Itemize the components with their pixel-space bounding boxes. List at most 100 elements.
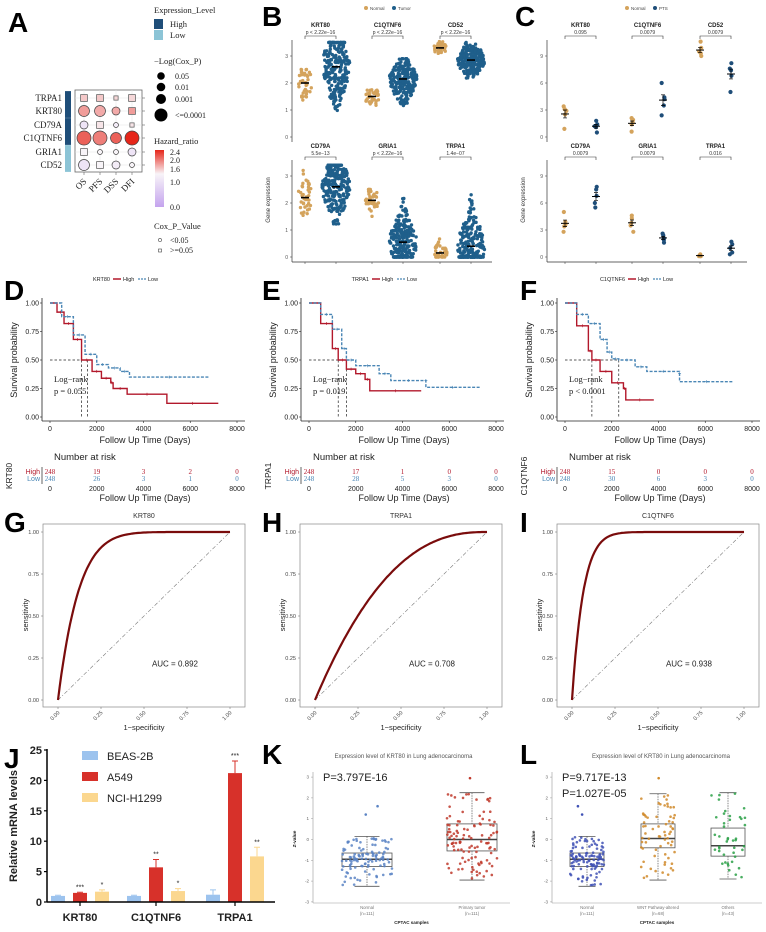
censor-mark [602, 337, 606, 341]
hazard-square [128, 94, 136, 102]
data-point [479, 232, 483, 236]
risk-count-high: 0 [494, 468, 498, 476]
data-point [482, 875, 486, 878]
data-point [296, 82, 301, 86]
data-point [365, 88, 369, 92]
censor-mark [89, 352, 93, 356]
row-label-trpa1: TRPA1 [35, 93, 62, 103]
data-point [332, 99, 336, 104]
x-tick-label: 0.00 [307, 710, 319, 722]
data-point [666, 873, 670, 876]
risk-count-low: 30 [608, 475, 616, 483]
censor-mark [592, 322, 596, 326]
risk-count-high: 0 [657, 468, 661, 476]
data-point [717, 798, 721, 801]
data-point [328, 40, 332, 45]
data-point [475, 870, 479, 874]
data-point [381, 852, 385, 856]
y-axis-label: Gene expression [266, 177, 272, 222]
data-point [602, 858, 605, 862]
legend-dot-normal [625, 6, 629, 10]
data-point [396, 80, 401, 84]
group-count: (n=111) [465, 911, 480, 916]
data-point [699, 53, 704, 59]
data-point [375, 875, 379, 879]
data-point [475, 72, 480, 76]
data-point [407, 248, 412, 253]
x-tick-label: 6000 [697, 426, 713, 433]
data-point [461, 63, 466, 68]
y-tick-label: 1 [545, 816, 548, 821]
data-point [335, 203, 339, 207]
data-point [561, 229, 566, 234]
hazard-circle [127, 147, 137, 157]
data-point [342, 847, 345, 851]
hazard-square [96, 94, 104, 102]
data-point [446, 793, 450, 796]
data-point [350, 844, 354, 847]
data-point [467, 835, 471, 838]
data-point [414, 235, 418, 239]
risk-x-tick-label: 4000 [651, 486, 667, 493]
data-point [468, 210, 472, 215]
data-point [371, 195, 375, 199]
data-point [324, 181, 329, 185]
data-point [593, 883, 596, 886]
data-point [327, 86, 332, 90]
data-point [348, 865, 352, 868]
censor-mark [704, 380, 708, 384]
data-point [728, 89, 733, 95]
data-point [407, 234, 411, 238]
data-point [462, 234, 467, 239]
x-tick-label: TRPA1 [217, 912, 252, 924]
bar [228, 773, 242, 902]
data-point [594, 187, 599, 192]
data-point [368, 873, 371, 876]
censor-mark [661, 369, 665, 373]
censor-mark [191, 401, 195, 405]
data-point [574, 845, 578, 849]
y-tick-label: 1 [306, 816, 309, 821]
data-point [355, 859, 358, 862]
data-point [389, 72, 393, 76]
data-point [573, 835, 577, 839]
data-point [593, 854, 596, 858]
data-point [333, 105, 337, 110]
data-point [301, 168, 305, 173]
data-point [297, 85, 301, 89]
data-point [590, 843, 594, 847]
data-point [401, 200, 405, 204]
data-point [463, 241, 467, 245]
panel-label-f: F [520, 275, 537, 306]
data-point [666, 836, 669, 840]
data-point [457, 868, 460, 871]
data-point [352, 883, 356, 886]
data-point [572, 860, 575, 864]
censor-mark [581, 312, 585, 316]
data-point [575, 840, 579, 844]
data-point [458, 66, 462, 71]
data-point [391, 89, 396, 93]
censor-mark [85, 358, 89, 362]
significance-label: ** [153, 851, 159, 858]
data-point [734, 837, 738, 840]
data-point [396, 90, 400, 94]
risk-count-high: 0 [448, 468, 452, 476]
panel-label-c: C [515, 1, 535, 32]
data-point [337, 55, 341, 59]
data-point [334, 199, 338, 204]
error-bar [594, 192, 598, 201]
comparison-bracket [304, 35, 337, 39]
expression-level-cell [65, 118, 71, 132]
data-point [469, 250, 473, 254]
legend-label-high: High [638, 277, 649, 283]
data-point [671, 827, 674, 830]
data-point [400, 196, 405, 201]
expression-level-cell [65, 158, 71, 172]
data-point [450, 834, 453, 838]
data-point [371, 202, 375, 206]
data-point [363, 862, 367, 866]
data-point [398, 62, 402, 67]
data-point [447, 827, 451, 831]
